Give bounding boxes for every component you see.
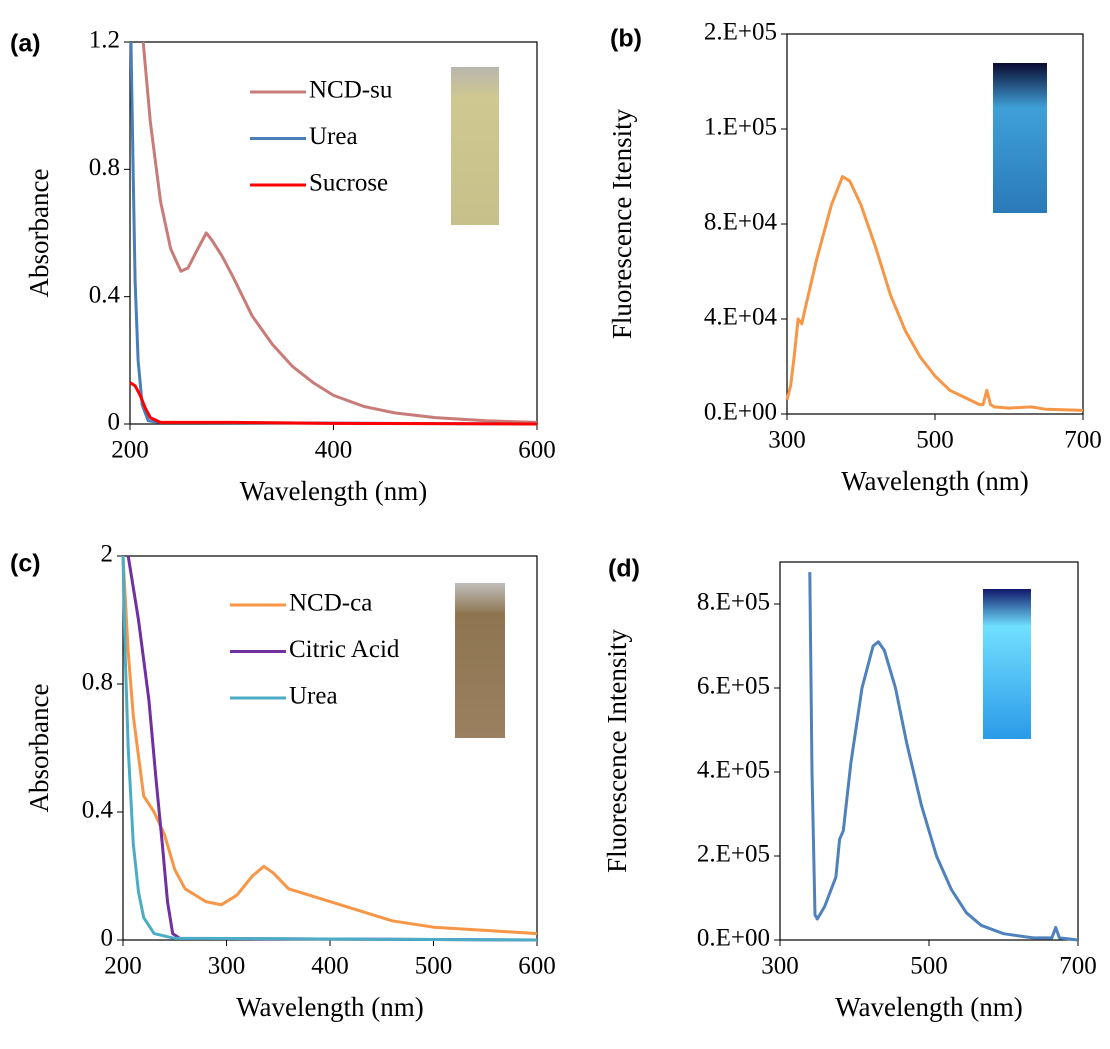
- y-tick-label: 0: [108, 409, 121, 436]
- x-tick-label: 600: [518, 437, 556, 464]
- plot-frame: [779, 561, 1079, 941]
- y-tick-label: 4.E+04: [704, 304, 778, 331]
- y-axis-title: Fluorescence Itensity: [607, 108, 637, 339]
- x-tick-label: 600: [518, 953, 556, 980]
- series-line: [121, 555, 538, 936]
- vial-photo: [451, 67, 499, 225]
- legend-label: NCD-ca: [289, 590, 372, 617]
- x-tick-label: 700: [1064, 427, 1102, 454]
- y-tick-label: 0.8: [89, 154, 120, 181]
- y-tick-label: 0.E+00: [697, 925, 770, 952]
- x-tick-label: 500: [916, 427, 954, 454]
- y-axis-title: Absorbance: [24, 169, 54, 298]
- y-tick-label: 8.E+04: [704, 209, 778, 236]
- y-tick-label: 0: [101, 925, 114, 952]
- y-tick-label: 1.2: [89, 27, 120, 54]
- series-line: [808, 572, 1079, 942]
- x-tick-label: 400: [315, 437, 353, 464]
- vial-photo: [993, 63, 1047, 213]
- y-tick-label: 4.E+05: [697, 757, 770, 784]
- legend-label: Urea: [289, 683, 338, 710]
- y-axis-title: Fluorescence Intensity: [602, 629, 632, 873]
- x-tick-label: 700: [1059, 953, 1097, 980]
- x-tick-label: 500: [910, 953, 948, 980]
- series-line: [141, 41, 538, 424]
- y-tick-label: 1.E+05: [704, 114, 777, 141]
- panel-label: (c): [10, 550, 41, 578]
- series-line: [121, 555, 538, 942]
- panel-label: (a): [10, 30, 41, 58]
- legend-label: Citric Acid: [289, 636, 400, 663]
- y-tick-label: 0.E+00: [704, 399, 777, 426]
- x-axis-title: Wavelength (nm): [236, 992, 424, 1022]
- series-line: [126, 555, 538, 942]
- x-tick-label: 200: [111, 437, 149, 464]
- x-tick-label: 500: [415, 953, 453, 980]
- y-tick-label: 2: [101, 541, 114, 568]
- x-tick-label: 300: [768, 427, 806, 454]
- x-tick-label: 300: [208, 953, 246, 980]
- y-axis-title: Absorbance: [24, 684, 54, 813]
- x-axis-title: Wavelength (nm): [240, 476, 428, 506]
- y-tick-label: 8.E+05: [697, 589, 770, 616]
- x-axis-title: Wavelength (nm): [841, 466, 1029, 496]
- x-axis-title: Wavelength (nm): [835, 992, 1023, 1022]
- y-tick-label: 0.4: [82, 797, 114, 824]
- legend-label: Sucrose: [309, 170, 388, 197]
- y-tick-label: 2.E+05: [704, 19, 777, 46]
- x-tick-label: 200: [104, 953, 142, 980]
- y-tick-label: 2.E+05: [697, 841, 770, 868]
- series-line: [785, 175, 1084, 412]
- x-tick-label: 300: [761, 953, 799, 980]
- legend-label: NCD-su: [309, 77, 393, 104]
- y-tick-label: 0.8: [82, 669, 113, 696]
- vial-photo: [983, 589, 1031, 739]
- y-tick-label: 0.4: [89, 281, 121, 308]
- vial-photo: [455, 583, 505, 738]
- panel-label: (b): [610, 25, 642, 53]
- y-tick-label: 6.E+05: [697, 673, 770, 700]
- legend-label: Urea: [309, 123, 358, 150]
- panel-label: (d): [608, 555, 640, 583]
- series-line: [129, 381, 538, 426]
- x-tick-label: 400: [311, 953, 349, 980]
